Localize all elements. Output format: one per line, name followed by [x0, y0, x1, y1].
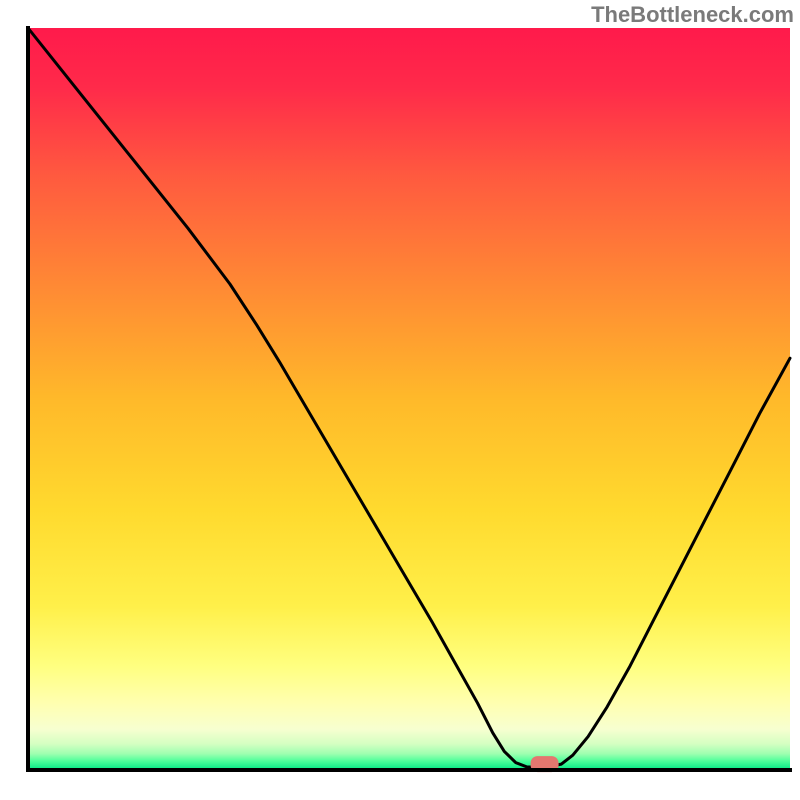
plot-gradient	[28, 28, 790, 770]
bottleneck-chart	[0, 0, 800, 800]
chart-container: TheBottleneck.com	[0, 0, 800, 800]
watermark-text: TheBottleneck.com	[591, 2, 794, 28]
